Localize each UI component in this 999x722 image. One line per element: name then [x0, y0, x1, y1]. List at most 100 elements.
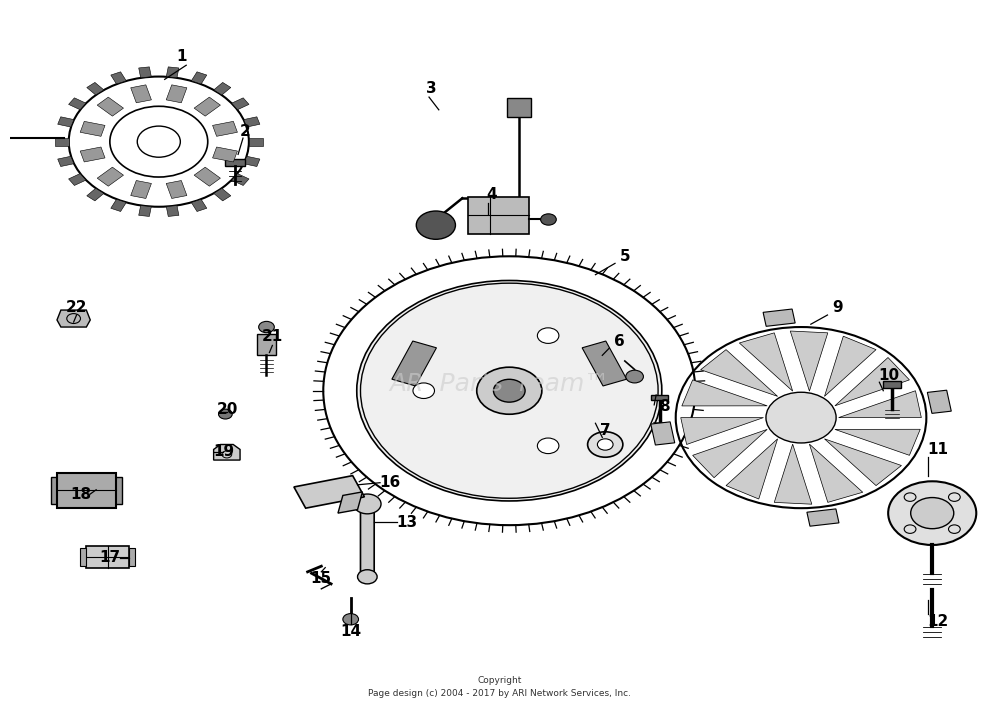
Circle shape: [597, 439, 613, 450]
Polygon shape: [131, 180, 152, 199]
Text: 10: 10: [878, 367, 900, 383]
Polygon shape: [361, 501, 375, 577]
Text: 15: 15: [311, 571, 332, 586]
Polygon shape: [111, 71, 126, 84]
Polygon shape: [244, 117, 260, 127]
Polygon shape: [338, 492, 363, 513]
Polygon shape: [680, 417, 763, 445]
Polygon shape: [214, 82, 231, 95]
Polygon shape: [97, 97, 124, 116]
Polygon shape: [651, 395, 668, 400]
Polygon shape: [835, 357, 909, 406]
Polygon shape: [80, 121, 105, 136]
Polygon shape: [139, 206, 151, 217]
Circle shape: [357, 280, 661, 501]
Polygon shape: [57, 310, 90, 327]
Text: 22: 22: [66, 300, 87, 316]
Circle shape: [477, 367, 541, 414]
Text: 21: 21: [262, 329, 283, 344]
Text: 9: 9: [832, 300, 842, 316]
Polygon shape: [214, 188, 231, 201]
Circle shape: [540, 214, 556, 225]
Polygon shape: [111, 199, 126, 212]
Polygon shape: [86, 547, 130, 567]
Polygon shape: [80, 147, 105, 162]
Polygon shape: [130, 548, 135, 566]
Polygon shape: [650, 422, 674, 445]
Circle shape: [417, 211, 456, 239]
Polygon shape: [824, 439, 901, 486]
Text: 2: 2: [240, 123, 251, 139]
Polygon shape: [213, 147, 238, 162]
Text: 7: 7: [600, 423, 610, 438]
Polygon shape: [682, 380, 767, 406]
Circle shape: [358, 570, 378, 584]
Text: Page design (c) 2004 - 2017 by ARI Network Services, Inc.: Page design (c) 2004 - 2017 by ARI Netwo…: [368, 689, 631, 698]
Polygon shape: [883, 380, 901, 388]
Polygon shape: [244, 156, 260, 167]
Polygon shape: [790, 331, 828, 391]
Circle shape: [343, 614, 359, 625]
Text: 18: 18: [70, 487, 91, 502]
Polygon shape: [835, 430, 920, 456]
Polygon shape: [692, 430, 767, 478]
Polygon shape: [192, 199, 207, 212]
Circle shape: [494, 379, 525, 402]
Polygon shape: [194, 97, 221, 116]
Polygon shape: [700, 349, 777, 396]
Text: 8: 8: [658, 399, 669, 414]
Polygon shape: [232, 173, 249, 186]
Polygon shape: [249, 138, 263, 146]
Polygon shape: [257, 334, 277, 355]
Polygon shape: [469, 197, 528, 234]
Circle shape: [219, 409, 232, 419]
Text: 3: 3: [426, 81, 437, 96]
Polygon shape: [726, 439, 777, 499]
Polygon shape: [774, 444, 812, 504]
Polygon shape: [131, 84, 152, 103]
Polygon shape: [927, 390, 951, 414]
Polygon shape: [838, 391, 921, 417]
Polygon shape: [824, 336, 876, 396]
Polygon shape: [213, 121, 238, 136]
Polygon shape: [87, 82, 104, 95]
Text: 6: 6: [613, 334, 624, 349]
Polygon shape: [763, 309, 795, 326]
Polygon shape: [809, 444, 863, 503]
Circle shape: [537, 328, 558, 344]
Circle shape: [413, 383, 435, 399]
Polygon shape: [69, 98, 86, 110]
Text: 14: 14: [340, 624, 362, 639]
Polygon shape: [87, 188, 104, 201]
Polygon shape: [232, 98, 249, 110]
Polygon shape: [57, 473, 116, 508]
Polygon shape: [58, 117, 74, 127]
Circle shape: [587, 432, 622, 457]
Polygon shape: [166, 84, 187, 103]
Polygon shape: [807, 509, 839, 526]
Text: Copyright: Copyright: [478, 677, 521, 685]
Polygon shape: [97, 168, 124, 186]
Text: 12: 12: [927, 614, 949, 629]
Text: 11: 11: [928, 442, 949, 457]
Polygon shape: [214, 445, 240, 460]
Polygon shape: [226, 159, 245, 166]
Polygon shape: [166, 67, 179, 78]
Text: 5: 5: [619, 249, 630, 264]
Polygon shape: [392, 341, 437, 386]
Text: 20: 20: [217, 401, 238, 417]
Text: 17: 17: [99, 550, 121, 565]
Text: 1: 1: [176, 49, 187, 64]
Polygon shape: [166, 206, 179, 217]
Polygon shape: [69, 173, 86, 186]
Polygon shape: [582, 341, 626, 386]
Polygon shape: [51, 477, 61, 504]
Text: 16: 16: [380, 475, 401, 490]
Polygon shape: [739, 333, 792, 391]
Polygon shape: [294, 476, 365, 508]
Circle shape: [766, 392, 836, 443]
Polygon shape: [507, 97, 530, 117]
Polygon shape: [55, 138, 69, 146]
Circle shape: [911, 497, 954, 529]
Text: 19: 19: [213, 444, 234, 459]
